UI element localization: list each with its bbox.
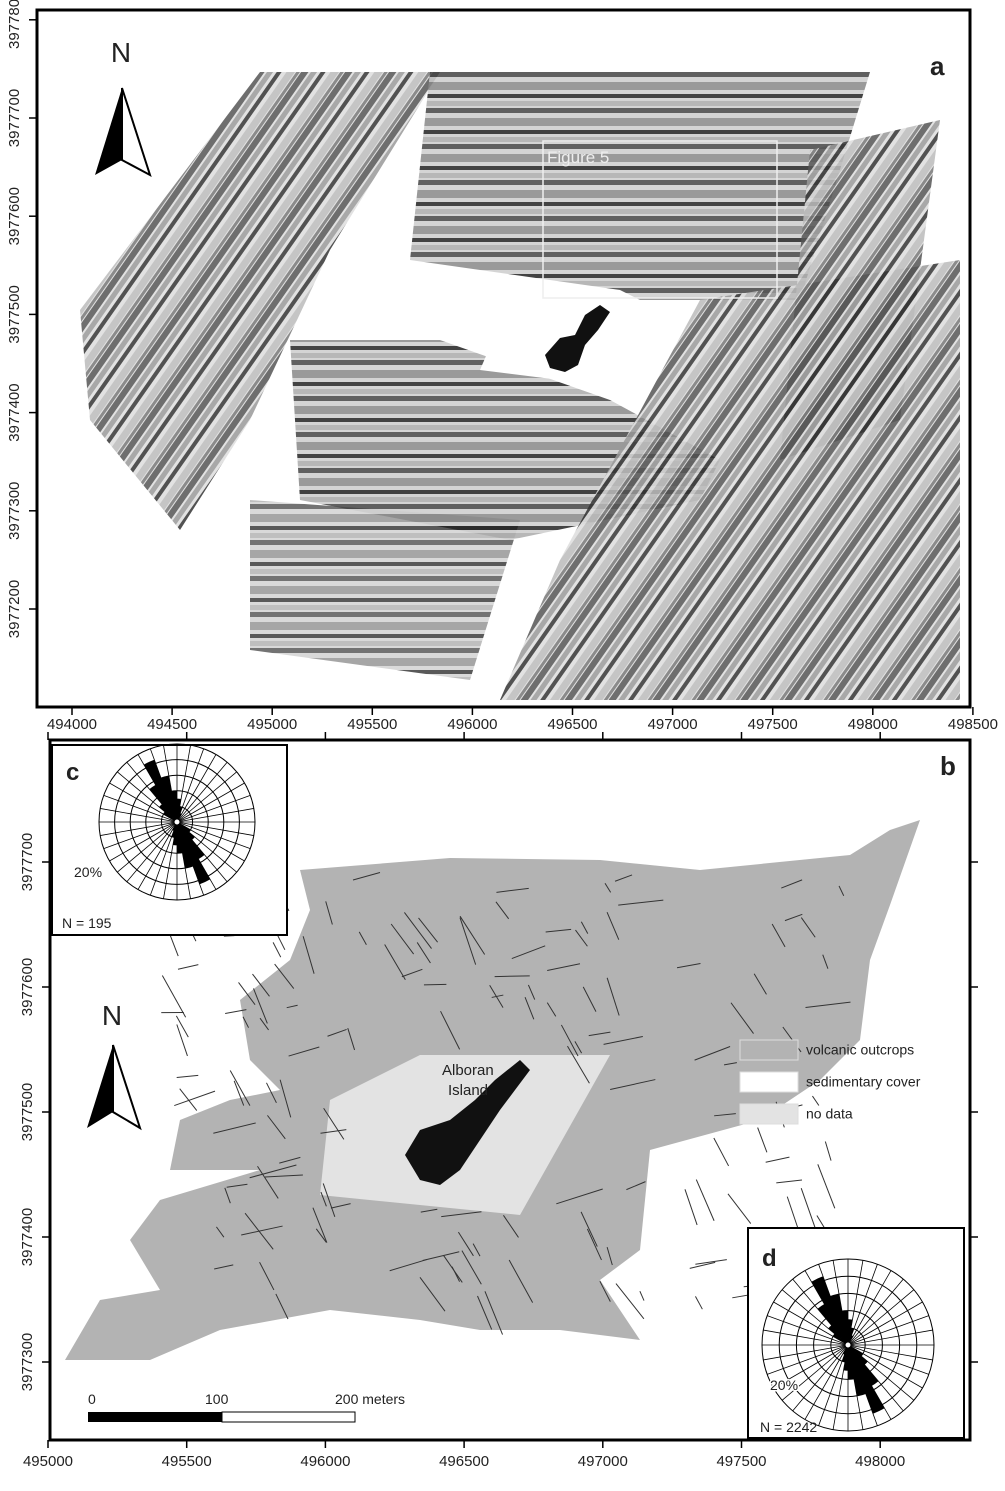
y-tick-label: 3977300: [6, 482, 23, 540]
x-tick-label: 498500: [948, 716, 998, 733]
fault: [177, 1075, 199, 1077]
figure: Figure 5 a N Alboran Island b N volcanic …: [0, 0, 1005, 1486]
scale-label: 0: [88, 1391, 96, 1407]
x-tick-label: 497000: [648, 716, 698, 733]
x-tick-label: 496500: [547, 716, 597, 733]
y-tick-label: 3977400: [19, 1208, 36, 1266]
fault: [176, 1016, 188, 1037]
x-tick-label: 494000: [47, 716, 97, 733]
y-tick-label: 3977200: [6, 580, 23, 638]
rose-center: [174, 819, 180, 825]
panel-label: b: [940, 751, 956, 781]
fault: [758, 1128, 767, 1153]
fault: [180, 1089, 197, 1111]
legend-label: volcanic outcrops: [806, 1042, 914, 1058]
y-tick-label: 3977600: [6, 187, 23, 245]
count-label: N = 2242: [760, 1419, 817, 1435]
y-tick-label: 3977500: [19, 1083, 36, 1141]
north-arrow: [113, 1045, 140, 1128]
legend-swatch: [740, 1072, 798, 1092]
scale-bar: [222, 1412, 355, 1422]
ring-label: 20%: [74, 864, 102, 880]
north-arrow: [122, 88, 150, 175]
fault: [174, 1091, 215, 1105]
fault: [640, 1291, 644, 1300]
legend: volcanic outcrops sedimentary cover no dat…: [740, 1040, 921, 1124]
ring-label: 20%: [770, 1377, 798, 1393]
x-tick-label: 496000: [447, 716, 497, 733]
inset-frame: [52, 745, 287, 935]
inset-c: c 20% N = 195: [52, 744, 287, 935]
fault: [696, 1180, 714, 1221]
inset-d: d 20% N = 2242: [748, 1228, 964, 1438]
fault: [812, 1096, 818, 1105]
fault: [177, 1025, 188, 1056]
panel-label: a: [930, 51, 945, 81]
legend-swatch: [740, 1104, 798, 1124]
inset-label: d: [762, 1245, 777, 1272]
scale-label: 200 meters: [335, 1391, 405, 1407]
fault: [170, 935, 178, 956]
north-arrow: [95, 88, 122, 175]
x-tick-label: 497500: [748, 716, 798, 733]
y-tick-label: 3977800: [6, 0, 23, 49]
fault: [766, 1157, 790, 1162]
fault: [178, 965, 198, 970]
fault: [818, 1164, 835, 1208]
north-label: N: [111, 37, 131, 68]
fault: [162, 975, 185, 1017]
x-tick-label: 495500: [162, 1453, 212, 1470]
x-tick-label: 497500: [716, 1453, 766, 1470]
count-label: N = 195: [62, 915, 112, 931]
north-label: N: [102, 1000, 122, 1031]
scale-label: 100: [205, 1391, 229, 1407]
fault: [728, 1194, 751, 1224]
fault: [273, 942, 281, 957]
y-tick-label: 3977700: [19, 833, 36, 891]
box-label: Figure 5: [547, 148, 609, 167]
legend-swatch: [740, 1040, 798, 1060]
x-tick-label: 496000: [300, 1453, 350, 1470]
island-label: Alboran: [442, 1062, 494, 1079]
fault: [801, 1188, 817, 1233]
legend-label: no data: [806, 1106, 853, 1122]
inset-label: c: [66, 759, 79, 786]
x-tick-label: 495000: [247, 716, 297, 733]
rose-center: [845, 1342, 851, 1348]
x-tick-label: 495500: [347, 716, 397, 733]
x-tick-label: 498000: [848, 716, 898, 733]
panel-a: Figure 5 a N: [37, 10, 970, 707]
fault: [695, 1296, 702, 1309]
fault: [825, 1142, 831, 1161]
fault: [776, 1180, 802, 1183]
fault: [714, 1138, 729, 1166]
y-tick-label: 3977600: [19, 958, 36, 1016]
x-tick-label: 497000: [578, 1453, 628, 1470]
y-tick-label: 3977500: [6, 285, 23, 343]
fault: [685, 1189, 697, 1225]
scale-bar: [88, 1412, 222, 1422]
y-tick-label: 3977700: [6, 89, 23, 147]
x-tick-label: 498000: [855, 1453, 905, 1470]
island-label: Island: [448, 1082, 488, 1099]
sonar-swath: [250, 500, 520, 680]
north-arrow: [87, 1045, 113, 1128]
x-tick-label: 496500: [439, 1453, 489, 1470]
y-tick-label: 3977300: [19, 1333, 36, 1391]
x-tick-label: 495000: [23, 1453, 73, 1470]
scale-labels: 0 100 200 meters: [88, 1391, 405, 1407]
y-tick-label: 3977400: [6, 383, 23, 441]
legend-label: sedimentary cover: [806, 1074, 921, 1090]
x-tick-label: 494500: [147, 716, 197, 733]
